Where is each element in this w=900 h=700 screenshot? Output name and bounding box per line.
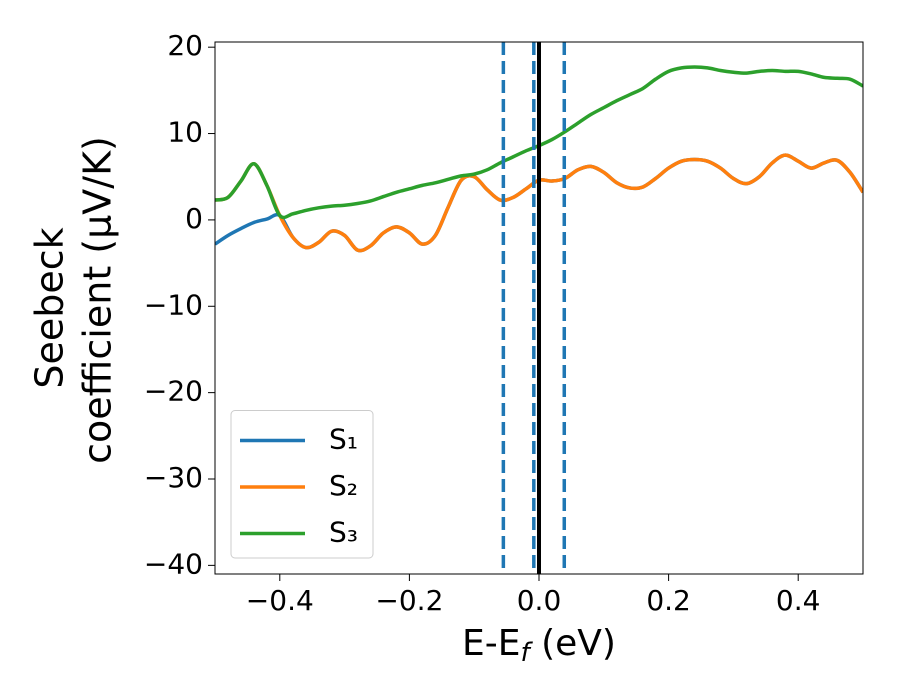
y-tick-label: −30 (144, 461, 203, 494)
x-tick-label: 0.4 (776, 584, 821, 617)
y-tick-label: 0 (185, 202, 203, 235)
legend-label: S₂ (329, 469, 358, 502)
x-tick-label: −0.4 (246, 584, 314, 617)
y-tick-label: 20 (167, 29, 203, 62)
x-tick-label: 0.0 (517, 584, 562, 617)
legend-label: S₃ (329, 516, 358, 549)
plot-area (215, 42, 863, 574)
x-label-part: E-E (462, 623, 520, 664)
x-tick-label: −0.2 (375, 584, 443, 617)
x-axis-label: E-Ef (eV) (462, 623, 616, 668)
legend-frame (230, 410, 374, 559)
y-axis-label: Seebeck (28, 227, 72, 388)
y-axis-label: coefficient (μV/K) (76, 136, 120, 464)
y-tick-label: −20 (144, 375, 203, 408)
y-tick-label: 10 (167, 116, 203, 149)
plot-frame (214, 41, 864, 575)
legend-label: S₁ (329, 423, 358, 456)
x-tick-label: 0.2 (646, 584, 691, 617)
y-tick-label: −10 (144, 288, 203, 321)
x-label-part: (eV) (530, 623, 616, 664)
y-tick-label: −40 (144, 547, 203, 580)
